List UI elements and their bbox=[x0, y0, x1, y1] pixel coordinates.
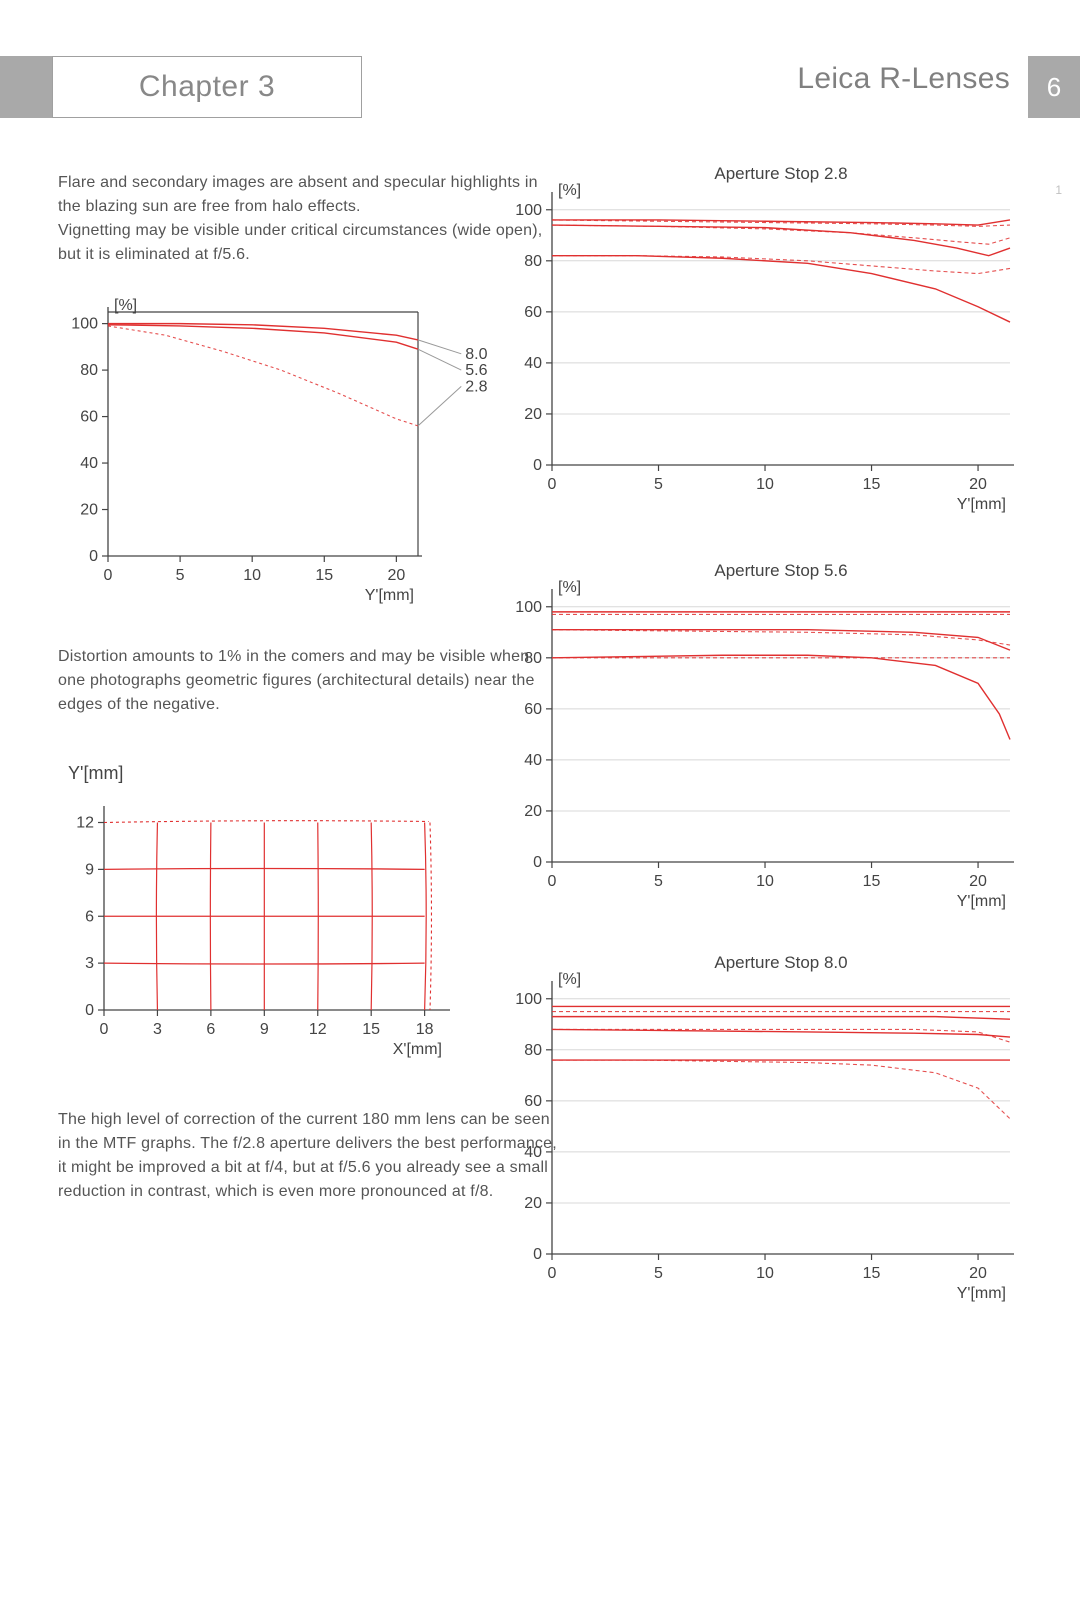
svg-text:[%]: [%] bbox=[114, 297, 137, 314]
svg-text:5: 5 bbox=[176, 567, 185, 584]
header-title: Leica R-Lenses bbox=[797, 62, 1010, 96]
svg-text:10: 10 bbox=[243, 567, 261, 584]
svg-text:60: 60 bbox=[80, 409, 98, 426]
svg-text:15: 15 bbox=[863, 476, 881, 493]
svg-text:0: 0 bbox=[548, 1265, 557, 1282]
svg-text:20: 20 bbox=[524, 406, 542, 423]
svg-text:3: 3 bbox=[85, 955, 94, 972]
svg-text:80: 80 bbox=[524, 253, 542, 270]
svg-text:18: 18 bbox=[416, 1021, 434, 1038]
svg-text:Y'[mm]: Y'[mm] bbox=[957, 893, 1006, 910]
svg-text:20: 20 bbox=[387, 567, 405, 584]
svg-text:80: 80 bbox=[80, 362, 98, 379]
svg-text:0: 0 bbox=[533, 1246, 542, 1263]
svg-text:Y'[mm]: Y'[mm] bbox=[365, 587, 414, 604]
vignetting-chart: 0 20 40 60 80 100 0 5 10 15 20 [%] Y'[mm] 8.05.62.8 bbox=[58, 294, 488, 604]
svg-text:9: 9 bbox=[85, 861, 94, 878]
svg-text:100: 100 bbox=[71, 316, 98, 333]
svg-text:2.8: 2.8 bbox=[465, 378, 487, 395]
mtf-chart-8-0: Aperture Stop 8.0 0 20 40 60 80 100 0 5 10 15 20 [%]… bbox=[502, 952, 1022, 1302]
chapter-label-box: Chapter 3 bbox=[52, 56, 362, 118]
margin-mark: 1 bbox=[1055, 183, 1062, 197]
svg-text:60: 60 bbox=[524, 1093, 542, 1110]
svg-text:0: 0 bbox=[533, 854, 542, 871]
page-number-box: 6 bbox=[1028, 56, 1080, 118]
svg-text:5.6: 5.6 bbox=[465, 362, 487, 379]
distortion-y-axis-label: Y'[mm] bbox=[68, 763, 123, 784]
svg-text:10: 10 bbox=[756, 873, 774, 890]
svg-text:0: 0 bbox=[548, 873, 557, 890]
svg-text:5: 5 bbox=[654, 1265, 663, 1282]
svg-text:9: 9 bbox=[260, 1021, 269, 1038]
svg-text:20: 20 bbox=[969, 1265, 987, 1282]
svg-text:0: 0 bbox=[533, 457, 542, 474]
svg-text:20: 20 bbox=[969, 476, 987, 493]
svg-text:0: 0 bbox=[104, 567, 113, 584]
svg-text:40: 40 bbox=[524, 355, 542, 372]
svg-text:15: 15 bbox=[315, 567, 333, 584]
svg-text:15: 15 bbox=[362, 1021, 380, 1038]
svg-text:100: 100 bbox=[515, 599, 542, 616]
svg-text:6: 6 bbox=[206, 1021, 215, 1038]
svg-text:80: 80 bbox=[524, 650, 542, 667]
paragraph-2: Distortion amounts to 1% in the comers a… bbox=[58, 645, 558, 717]
svg-text:5: 5 bbox=[654, 873, 663, 890]
svg-text:100: 100 bbox=[515, 991, 542, 1008]
page-header: Chapter 3 Leica R-Lenses 6 bbox=[0, 56, 1080, 118]
svg-text:100: 100 bbox=[515, 202, 542, 219]
distortion-chart: 0 3 6 9 12 0 3 6 9 12 15 18 X'[mm] bbox=[58, 800, 458, 1060]
svg-text:[%]: [%] bbox=[558, 182, 581, 199]
svg-text:20: 20 bbox=[524, 803, 542, 820]
paragraph-3: The high level of correction of the curr… bbox=[58, 1108, 558, 1204]
svg-text:[%]: [%] bbox=[558, 579, 581, 596]
svg-text:Y'[mm]: Y'[mm] bbox=[957, 1285, 1006, 1302]
svg-text:6: 6 bbox=[85, 908, 94, 925]
svg-text:Y'[mm]: Y'[mm] bbox=[957, 496, 1006, 513]
svg-text:10: 10 bbox=[756, 476, 774, 493]
svg-text:5: 5 bbox=[654, 476, 663, 493]
svg-text:Aperture Stop 5.6: Aperture Stop 5.6 bbox=[714, 561, 847, 580]
svg-text:[%]: [%] bbox=[558, 971, 581, 988]
svg-text:10: 10 bbox=[756, 1265, 774, 1282]
svg-text:Aperture Stop 8.0: Aperture Stop 8.0 bbox=[714, 953, 847, 972]
chapter-label: Chapter 3 bbox=[139, 70, 275, 104]
svg-text:20: 20 bbox=[969, 873, 987, 890]
svg-text:8.0: 8.0 bbox=[465, 346, 487, 363]
svg-text:60: 60 bbox=[524, 701, 542, 718]
paragraph-1: Flare and secondary images are absent an… bbox=[58, 171, 558, 267]
svg-text:12: 12 bbox=[76, 815, 94, 832]
svg-text:15: 15 bbox=[863, 873, 881, 890]
svg-text:20: 20 bbox=[80, 502, 98, 519]
svg-text:80: 80 bbox=[524, 1042, 542, 1059]
svg-text:60: 60 bbox=[524, 304, 542, 321]
mtf-chart-2-8: Aperture Stop 2.8 0 20 40 60 80 100 0 5 10 15 20 [%]… bbox=[502, 163, 1022, 513]
svg-text:X'[mm]: X'[mm] bbox=[393, 1041, 442, 1058]
mtf-chart-5-6: Aperture Stop 5.6 0 20 40 60 80 100 0 5 10 15 20 [%]… bbox=[502, 560, 1022, 910]
svg-text:20: 20 bbox=[524, 1195, 542, 1212]
svg-text:0: 0 bbox=[548, 476, 557, 493]
svg-text:12: 12 bbox=[309, 1021, 327, 1038]
svg-text:40: 40 bbox=[524, 1144, 542, 1161]
svg-text:3: 3 bbox=[153, 1021, 162, 1038]
svg-text:0: 0 bbox=[85, 1002, 94, 1019]
svg-text:15: 15 bbox=[863, 1265, 881, 1282]
svg-text:40: 40 bbox=[524, 752, 542, 769]
svg-text:Aperture Stop 2.8: Aperture Stop 2.8 bbox=[714, 164, 847, 183]
header-left-block bbox=[0, 56, 52, 118]
page-number: 6 bbox=[1047, 72, 1061, 103]
svg-text:40: 40 bbox=[80, 455, 98, 472]
svg-text:0: 0 bbox=[100, 1021, 109, 1038]
svg-text:0: 0 bbox=[89, 548, 98, 565]
